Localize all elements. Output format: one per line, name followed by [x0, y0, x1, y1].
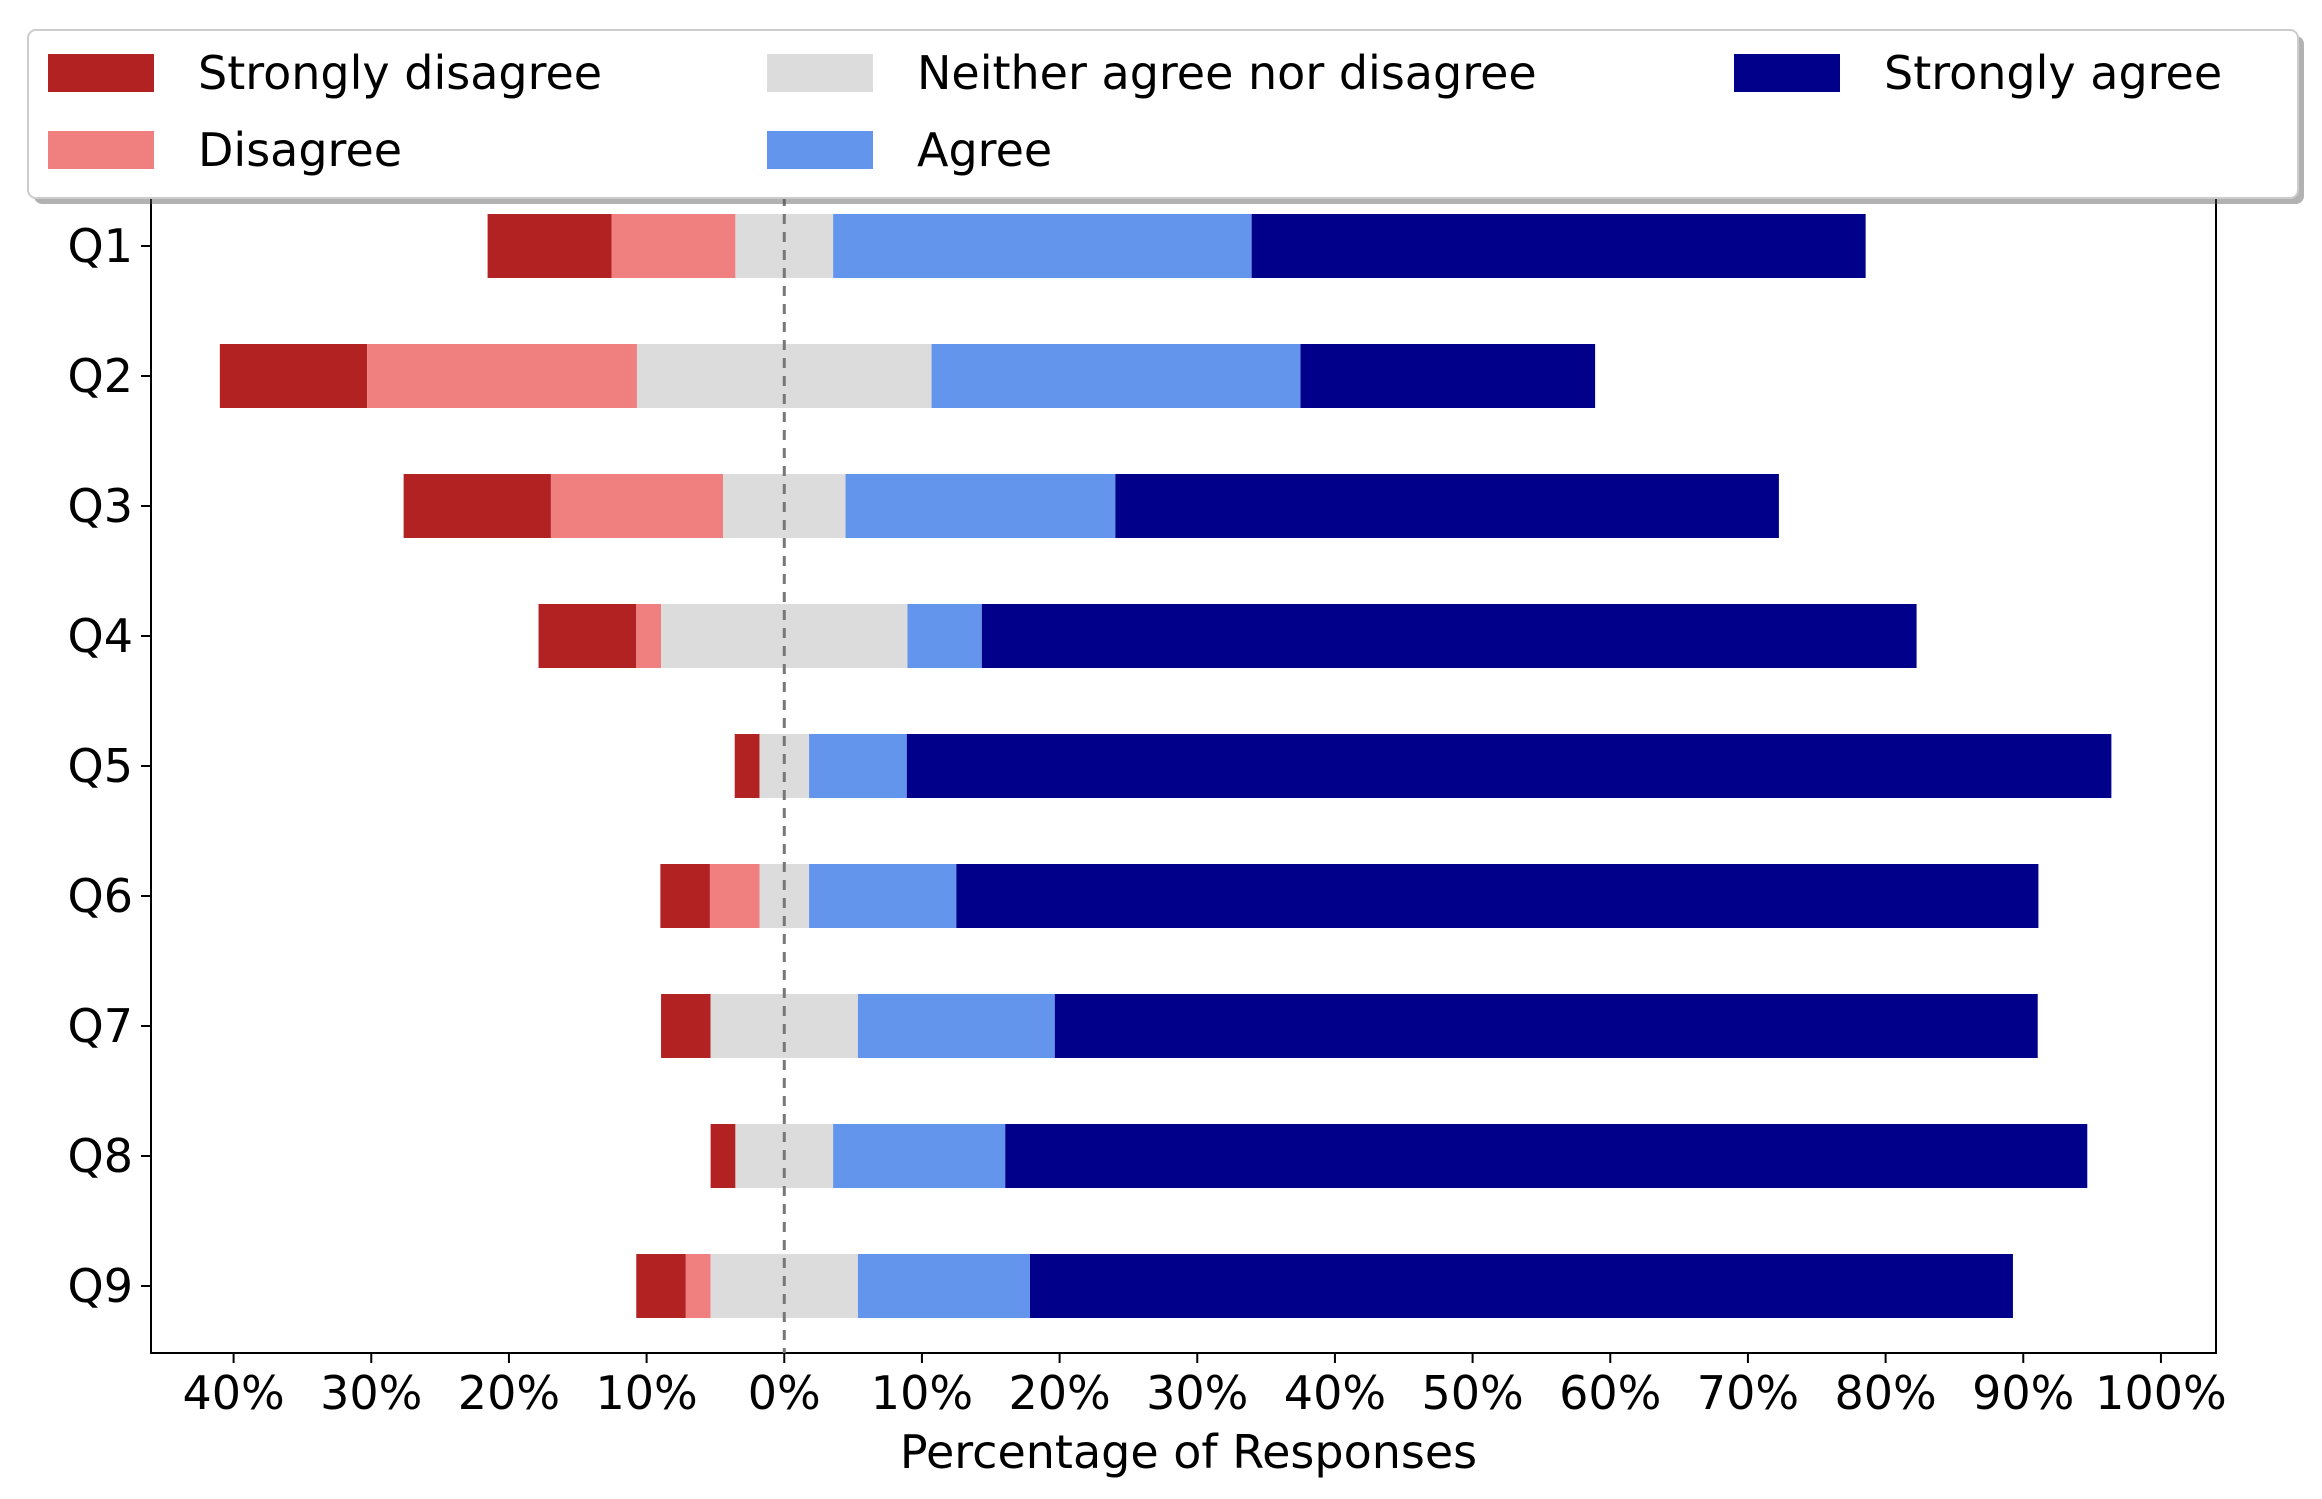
x-tick-label: 60% — [1559, 1366, 1661, 1420]
category-label: Q2 — [68, 349, 133, 403]
category-label: Q3 — [68, 479, 133, 533]
bar-q4-series-3 — [907, 604, 982, 668]
bar-q6-series-0 — [660, 864, 710, 928]
legend-label: Strongly agree — [1884, 46, 2222, 100]
category-label: Q6 — [68, 869, 133, 923]
bar-q3-series-0 — [403, 474, 551, 538]
bars-layer — [219, 214, 2112, 1318]
bar-q6-series-4 — [956, 864, 2039, 928]
bar-q4-series-1 — [636, 604, 662, 668]
category-label: Q7 — [68, 999, 133, 1053]
x-tick-label: 20% — [1008, 1366, 1110, 1420]
bar-q7-series-0 — [661, 994, 711, 1058]
bar-q9-series-4 — [1030, 1254, 2013, 1318]
bar-q5-series-3 — [809, 734, 907, 798]
bar-q5-series-4 — [906, 734, 2112, 798]
bar-q4-series-0 — [538, 604, 637, 668]
x-tick-label: 50% — [1421, 1366, 1523, 1420]
bar-q3-series-4 — [1115, 474, 1779, 538]
bar-q6-series-3 — [809, 864, 957, 928]
bar-q2-series-4 — [1300, 344, 1596, 408]
bar-q8-series-0 — [710, 1124, 736, 1188]
x-tick-label: 30% — [1146, 1366, 1248, 1420]
bar-q9-series-3 — [857, 1254, 1031, 1318]
bar-q1-series-3 — [833, 214, 1252, 278]
legend-label: Neither agree nor disagree — [917, 46, 1537, 100]
bar-q2-series-0 — [219, 344, 368, 408]
x-tick-label: 70% — [1697, 1366, 1799, 1420]
legend-label: Strongly disagree — [198, 46, 602, 100]
x-tick-label: 90% — [1972, 1366, 2074, 1420]
x-tick-label: 10% — [595, 1366, 697, 1420]
legend-swatch-4 — [1734, 54, 1840, 92]
bar-q7-series-4 — [1054, 994, 2038, 1058]
x-tick-label: 80% — [1834, 1366, 1936, 1420]
x-tick-label: 100% — [2095, 1366, 2227, 1420]
bar-q3-series-1 — [550, 474, 724, 538]
bar-q4-series-4 — [981, 604, 1917, 668]
bar-q1-series-0 — [487, 214, 612, 278]
bar-q8-series-4 — [1005, 1124, 2088, 1188]
bar-q8-series-3 — [833, 1124, 1006, 1188]
category-label: Q9 — [68, 1259, 133, 1313]
bar-q1-series-1 — [611, 214, 736, 278]
legend-label: Disagree — [198, 123, 402, 177]
bar-q9-series-0 — [636, 1254, 686, 1318]
x-tick-label: 20% — [458, 1366, 560, 1420]
bar-q1-series-4 — [1251, 214, 1866, 278]
legend-swatch-2 — [767, 54, 873, 92]
category-label: Q4 — [68, 609, 133, 663]
category-label: Q1 — [68, 219, 133, 273]
x-tick-label: 40% — [182, 1366, 284, 1420]
legend-swatch-3 — [767, 131, 873, 169]
legend-swatch-0 — [48, 54, 154, 92]
legend-label: Agree — [917, 123, 1052, 177]
category-label: Q5 — [68, 739, 133, 793]
category-label: Q8 — [68, 1129, 133, 1183]
bar-q5-series-0 — [734, 734, 760, 798]
x-tick-label: 30% — [320, 1366, 422, 1420]
bar-q7-series-3 — [857, 994, 1055, 1058]
bar-q9-series-1 — [685, 1254, 711, 1318]
bar-q1-series-2 — [735, 214, 834, 278]
x-axis-title: Percentage of Responses — [900, 1425, 1477, 1479]
x-tick-label: 40% — [1284, 1366, 1386, 1420]
bar-q2-series-3 — [931, 344, 1301, 408]
legend-box — [27, 29, 2299, 199]
bar-q6-series-1 — [709, 864, 760, 928]
legend: Strongly disagree Disagree Neither agree n… — [27, 29, 2304, 204]
x-tick-label: 10% — [871, 1366, 973, 1420]
x-tick-label: 0% — [748, 1366, 821, 1420]
axes-layer: Q1 Q2 Q3 Q4 Q5 Q6 Q7 Q8 Q9 40% 30% 20% 10% 0% 10% 20% 30… — [68, 159, 2227, 1479]
bar-q2-series-1 — [367, 344, 637, 408]
legend-swatch-1 — [48, 131, 154, 169]
bar-q3-series-3 — [845, 474, 1116, 538]
